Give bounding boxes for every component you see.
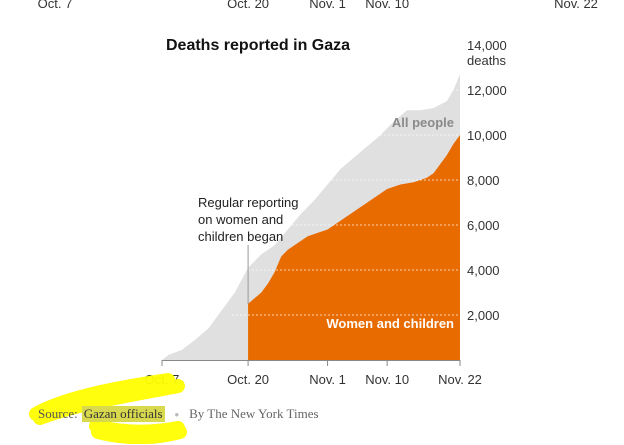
source-name: Gazan officials [81, 406, 165, 422]
y-tick-label-0: 2,000 [467, 308, 500, 323]
women-children-area [248, 135, 460, 360]
top-date-axis: Oct. 7 Oct. 20 Nov. 1 Nov. 10 Nov. 22 [0, 0, 624, 14]
source-line: Source: Gazan officials • By The New Yor… [38, 402, 319, 426]
annotation-line-text-2: children began [198, 229, 283, 244]
x-tick-label-4: Nov. 22 [438, 372, 482, 387]
y-tick-label-3: 8,000 [467, 173, 500, 188]
byline: By The New York Times [189, 406, 319, 421]
y-tick-label-2: 6,000 [467, 218, 500, 233]
deaths-area-chart: 2,000 4,000 6,000 8,000 10,000 12,000 14,000de… [145, 33, 507, 387]
x-tick-label-3: Nov. 10 [365, 372, 409, 387]
source-prefix: Source: [38, 406, 78, 421]
annotation-line-text-1: on women and [198, 212, 283, 227]
y-tick-label-6: 14,000 [467, 38, 507, 53]
top-axis-tick-2: Nov. 1 [309, 0, 346, 11]
all-people-label: All people [392, 115, 454, 130]
separator-dot-icon: • [174, 406, 180, 422]
yellow-highlight-marker [29, 373, 187, 444]
y-tick-label-5: 12,000 [467, 83, 507, 98]
annotation-line-text-0: Regular reporting [198, 195, 298, 210]
y-tick-label-4: 10,000 [467, 128, 507, 143]
x-tick-label-2: Nov. 1 [309, 372, 346, 387]
y-tick-label-1: 4,000 [467, 263, 500, 278]
top-axis-tick-1: Oct. 20 [227, 0, 270, 11]
women-children-label: Women and children [326, 316, 454, 331]
top-axis-tick-3: Nov. 10 [365, 0, 410, 11]
chart-title: Deaths reported in Gaza [166, 37, 350, 54]
top-axis-tick-0: Oct. 7 [37, 0, 73, 11]
top-axis-tick-4: Nov. 22 [554, 0, 598, 11]
y-unit-label: deaths [467, 53, 507, 68]
x-tick-label-1: Oct. 20 [227, 372, 269, 387]
